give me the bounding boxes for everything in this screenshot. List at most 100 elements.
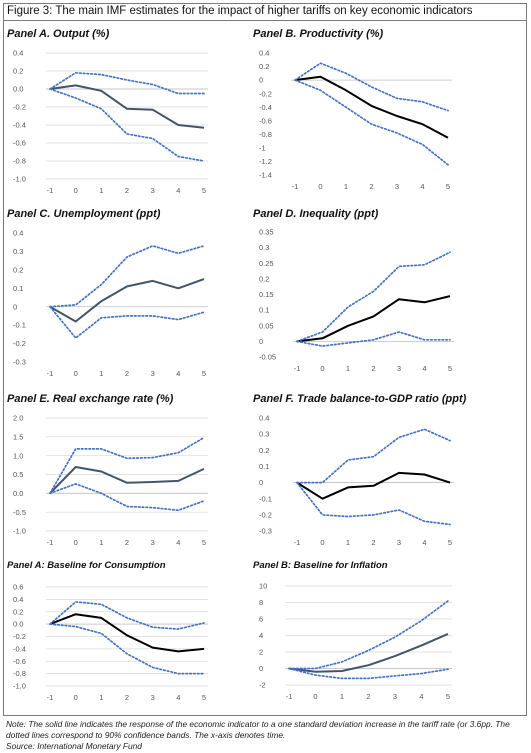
y-tick-label: 0.3	[13, 247, 23, 256]
y-tick-label: 0.2	[13, 67, 23, 76]
upper-band-line	[49, 245, 205, 308]
x-tick-label: 4	[176, 693, 180, 702]
y-tick-label: 0.1	[259, 462, 269, 471]
y-tick-label: -0.4	[13, 644, 26, 653]
y-tick-label: -0.4	[259, 103, 272, 112]
y-tick-label: -0.8	[13, 157, 26, 166]
x-tick-label: -1	[47, 538, 54, 547]
x-tick-label: 5	[202, 369, 206, 378]
figure-notes: Note: The solid line indicates the respo…	[6, 719, 526, 752]
x-tick-label: 5	[446, 182, 450, 191]
x-tick-label: 3	[151, 186, 155, 195]
x-tick-label: 1	[346, 364, 350, 373]
y-tick-label: 0.0	[13, 620, 23, 629]
estimate-line	[296, 471, 451, 500]
x-tick-label: 4	[422, 538, 426, 547]
x-tick-label: 1	[99, 693, 103, 702]
x-tick-label: 5	[202, 186, 206, 195]
x-tick-label: 4	[422, 364, 426, 373]
panel-c-chart: 0.4 0.3 0.2 0.1 0 -0.1 -0.2 -0.3 -1 0 1 2 3 4 5	[13, 229, 208, 378]
x-tick-label: 0	[74, 186, 78, 195]
y-tick-label: 2	[259, 648, 263, 657]
x-tick-label: 3	[397, 364, 401, 373]
x-tick-label: 2	[125, 538, 129, 547]
x-tick-label: 5	[202, 693, 206, 702]
x-tick-label: -1	[292, 182, 299, 191]
y-tick-label: -0.6	[259, 116, 272, 125]
upper-band-line	[296, 428, 451, 484]
y-tick-label: 0.2	[259, 62, 269, 71]
x-tick-label: -1	[47, 186, 54, 195]
x-tick-label: 3	[151, 538, 155, 547]
upper-band-line	[49, 436, 205, 495]
y-tick-label: -0.6	[13, 657, 26, 666]
panel-f-chart: 0.4 0.3 0.2 0.1 0 -0.1 -0.2 -0.3 -1 0 1 2 3 4 5	[259, 414, 454, 547]
x-tick-label: 2	[371, 538, 375, 547]
x-tick-label: 5	[448, 364, 452, 373]
y-tick-label: -0.2	[13, 339, 26, 348]
figure-frame	[3, 3, 527, 716]
x-tick-label: 5	[448, 538, 452, 547]
y-tick-label: -0.8	[259, 130, 272, 139]
y-tick-label: 1.0	[13, 451, 23, 460]
figure-title: Figure 3: The main IMF estimates for the…	[7, 5, 473, 17]
y-tick-label: 0.0	[13, 489, 23, 498]
y-tick-label: 0.35	[259, 228, 274, 237]
y-tick-label: -0.1	[13, 321, 26, 330]
estimate-line	[288, 632, 449, 673]
x-tick-label: 1	[340, 692, 344, 701]
panel-consumption-title: Panel A: Baseline for Consumption	[7, 560, 166, 571]
lower-band-line	[294, 79, 449, 166]
title-divider	[3, 20, 527, 21]
y-tick-label: -0.3	[259, 527, 272, 536]
y-tick-label: 0	[259, 337, 263, 346]
panel-a-chart: 0.4 0.2 0.0 -0.2 -0.4 -0.6 -0.8 -1.0 -1 0 1 2 3 4 5	[13, 49, 208, 195]
y-tick-label: -0.3	[13, 358, 26, 367]
note-line-1: Note: The solid line indicates the respo…	[6, 719, 510, 729]
y-tick-label: -1.4	[259, 171, 272, 180]
note-line-2: dotted lines correspond to 90% confidenc…	[6, 730, 286, 740]
upper-band-line	[296, 251, 451, 343]
y-tick-label: 0.05	[259, 321, 274, 330]
x-tick-label: 5	[446, 692, 450, 701]
lower-band-line	[49, 623, 205, 675]
panel-d-chart: 0.35 0.3 0.25 0.2 0.15 0.1 0.05 0 -0.05 -1 0 1 2 3 4 5	[259, 228, 454, 373]
y-tick-label: 0.3	[259, 243, 269, 252]
panel-g-chart: 0.6 0.4 0.2 0.0 -0.2 -0.4 -0.6 -0.8 -1.0 -1 0 1 2 3 4 5	[13, 583, 208, 702]
y-tick-label: 0.2	[259, 274, 269, 283]
panel-b-title: Panel B. Productivity (%)	[253, 28, 384, 40]
x-tick-label: 3	[151, 369, 155, 378]
y-tick-label: -0.2	[259, 89, 272, 98]
y-tick-label: -2	[259, 681, 266, 690]
y-tick-label: -0.1	[259, 494, 272, 503]
y-tick-label: 0.1	[259, 306, 269, 315]
panel-e-chart: 2.0 1.5 1.0 0.5 0.0 -0.5 -1.0 -1 0 1 2 3 4 5	[13, 414, 208, 547]
y-tick-label: 0.4	[13, 49, 23, 58]
x-tick-label: 2	[369, 182, 373, 191]
y-tick-label: -0.05	[259, 353, 276, 362]
panel-inflation-title: Panel B: Baseline for Inflation	[253, 560, 388, 571]
y-tick-label: -1.0	[13, 682, 26, 691]
y-tick-label: 0.4	[259, 49, 269, 58]
x-tick-label: 0	[313, 692, 317, 701]
x-tick-label: 2	[125, 369, 129, 378]
x-tick-label: 0	[320, 538, 324, 547]
y-tick-label: 0.3	[259, 430, 269, 439]
x-tick-label: 3	[393, 692, 397, 701]
y-tick-label: 0.2	[13, 607, 23, 616]
y-tick-label: 0	[259, 76, 263, 85]
panel-e-title: Panel E. Real exchange rate (%)	[7, 393, 174, 405]
y-tick-label: 0.4	[13, 229, 23, 238]
lower-band-line	[296, 331, 451, 347]
panel-b-chart: 0.4 0.2 0 -0.2 -0.4 -0.6 -0.8 -1 -1.2 -1.4 -1 0 1 2 3 4…	[259, 49, 452, 191]
panel-d-title: Panel D. Inequality (ppt)	[253, 208, 379, 220]
x-tick-label: 0	[318, 182, 322, 191]
y-tick-label: -0.6	[13, 139, 26, 148]
x-tick-label: -1	[294, 364, 301, 373]
estimate-line	[294, 75, 449, 139]
y-tick-label: 0.6	[13, 583, 23, 592]
charts-canvas: 0.4 0.2 0.0 -0.2 -0.4 -0.6 -0.8 -1.0 -1 0 1 2 3 4 5 0.4…	[13, 49, 454, 702]
y-tick-label: -1.2	[259, 157, 272, 166]
y-tick-label: 0.4	[13, 595, 23, 604]
x-tick-label: 1	[344, 182, 348, 191]
